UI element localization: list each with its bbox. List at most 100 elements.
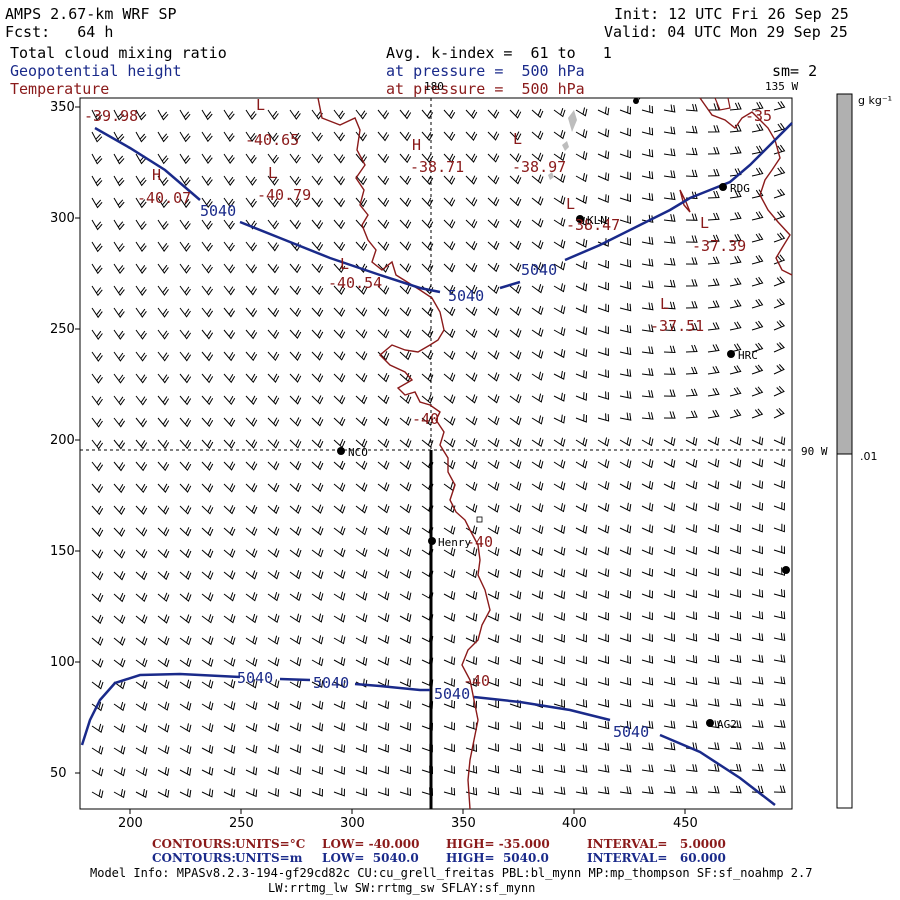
wind-barb: [619, 546, 632, 556]
wind-barb: [355, 307, 368, 317]
wind-barb: [509, 459, 522, 470]
wind-barb: [113, 745, 126, 755]
wind-barb: [751, 480, 764, 490]
wind-barb: [685, 279, 698, 287]
wind-barb: [465, 590, 478, 600]
wind-barb: [553, 239, 566, 249]
height-contours: [80, 122, 793, 806]
wind-barb: [223, 175, 235, 186]
wind-barb: [751, 589, 764, 598]
smoothing-value: sm= 2: [772, 62, 818, 80]
wind-barb: [619, 655, 632, 664]
wind-barb: [377, 372, 390, 383]
wind-barb: [619, 633, 631, 643]
wind-barb: [157, 373, 170, 384]
wind-barb: [157, 788, 170, 798]
wind-barb: [707, 545, 719, 555]
wind-barb: [619, 303, 632, 312]
wind-barb: [289, 591, 302, 602]
wind-barb: [267, 635, 280, 645]
wind-barb: [91, 636, 104, 646]
wind-barb: [773, 298, 786, 309]
wind-barb: [399, 613, 412, 623]
model-info: Model Info: MPASv8.2.3-194-gf29cd82c CU:…: [90, 866, 813, 880]
wind-barb: [729, 589, 742, 598]
wind-barb: [179, 527, 192, 537]
wind-barb: [355, 351, 368, 361]
wind-barb: [509, 677, 521, 687]
wind-barb: [135, 395, 148, 406]
wind-barb: [333, 417, 346, 427]
wind-barb: [135, 131, 147, 143]
wind-barb: [509, 350, 522, 360]
wind-barb: [685, 655, 698, 664]
wind-barb: [663, 411, 676, 419]
wind-barb: [311, 219, 324, 230]
wind-barb: [575, 238, 588, 248]
wind-barb: [223, 109, 235, 121]
wind-barb: [135, 614, 148, 624]
wind-barb: [487, 699, 499, 709]
wind-barb: [685, 257, 698, 265]
wind-barb: [267, 548, 280, 558]
wind-barb: [135, 417, 148, 428]
height-label: 5040: [613, 723, 650, 741]
wind-barb: [421, 131, 434, 142]
wind-barb: [443, 284, 456, 295]
wind-barb: [553, 327, 566, 337]
wind-barb: [289, 657, 302, 667]
wind-barb: [443, 525, 456, 535]
wind-barb: [685, 169, 698, 178]
wind-barb: [245, 679, 258, 689]
wind-barb: [179, 109, 191, 121]
wind-barb: [355, 656, 368, 666]
coastline: [699, 97, 793, 276]
wind-barb: [641, 258, 654, 267]
wind-barb: [465, 284, 478, 295]
wind-barb: [157, 417, 170, 428]
wind-barb: [135, 549, 148, 559]
wind-barb: [311, 329, 324, 339]
wind-barb: [245, 701, 258, 711]
y-tick-label: 150: [50, 544, 75, 559]
wind-barb: [311, 591, 324, 602]
wind-barb: [575, 326, 588, 336]
wind-barb: [289, 285, 302, 296]
wind-barb: [619, 412, 632, 421]
wind-barb: [773, 254, 786, 265]
wind-barb: [267, 373, 280, 383]
wind-barb: [377, 743, 389, 753]
wind-barb: [157, 285, 169, 296]
wind-barb: [707, 212, 720, 221]
wind-barb: [245, 548, 258, 558]
wind-barb: [399, 329, 412, 339]
wind-barb: [597, 524, 610, 534]
wind-barb: [267, 175, 279, 186]
wind-barb: [487, 438, 500, 448]
wind-barb: [443, 569, 456, 579]
wind-barb: [751, 545, 763, 555]
wind-barb: [575, 524, 588, 534]
wind-barb: [685, 698, 698, 707]
wind-barb: [685, 785, 698, 794]
wind-barb: [399, 547, 412, 557]
wind-barb: [333, 722, 346, 732]
wind-barb: [685, 213, 698, 221]
wind-barb: [597, 325, 609, 335]
height-contour: [94, 126, 201, 201]
wind-barb: [575, 437, 588, 447]
wind-barb: [553, 195, 566, 205]
wind-barb: [553, 590, 566, 600]
wind-barb: [751, 654, 764, 663]
wind-barb: [311, 307, 324, 317]
low-marker: L: [340, 255, 350, 273]
wind-barb: [289, 570, 302, 580]
wind-barb: [729, 545, 741, 555]
wind-barb: [443, 394, 456, 404]
wind-barb: [465, 525, 478, 535]
wind-barb: [399, 394, 412, 405]
wind-barb: [135, 505, 148, 515]
wind-barb: [201, 263, 213, 274]
wind-barb: [773, 342, 785, 353]
wind-barb: [399, 131, 412, 142]
